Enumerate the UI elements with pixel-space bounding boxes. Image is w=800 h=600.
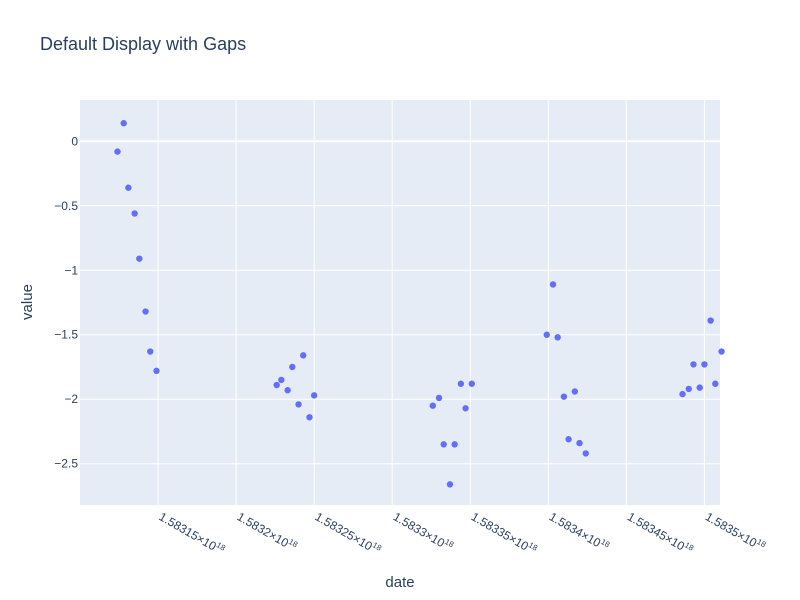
y-tick-label: −1.5	[54, 328, 78, 342]
data-point[interactable]	[136, 255, 143, 262]
y-tick-label: −0.5	[54, 199, 78, 213]
data-point[interactable]	[685, 385, 692, 393]
data-point[interactable]	[446, 481, 454, 488]
y-tick-label: 0	[71, 134, 78, 148]
data-point[interactable]	[451, 441, 458, 448]
data-point[interactable]	[696, 384, 703, 391]
data-point[interactable]	[462, 405, 469, 412]
data-point[interactable]	[565, 436, 572, 443]
data-point[interactable]	[131, 210, 138, 217]
data-point[interactable]	[278, 376, 285, 384]
x-tick-label: 1.58315×1018	[157, 509, 228, 559]
data-point[interactable]	[582, 450, 589, 457]
data-point[interactable]	[549, 281, 557, 288]
data-point[interactable]	[576, 439, 583, 447]
data-point[interactable]	[153, 367, 160, 375]
data-point[interactable]	[707, 317, 714, 324]
grid-lines	[80, 100, 720, 505]
x-tick-label: 1.5835×1018	[703, 509, 768, 555]
data-point[interactable]	[457, 380, 465, 387]
plot-area	[80, 100, 720, 505]
x-tick-labels: 1.58315×1018 1.5832×1018 1.58325×1018 1.583…	[157, 509, 768, 559]
data-point[interactable]	[571, 388, 579, 395]
data-point[interactable]	[679, 390, 686, 398]
x-tick-label: 1.58335×1018	[469, 509, 540, 559]
data-point[interactable]	[718, 348, 725, 355]
data-point[interactable]	[560, 393, 568, 400]
y-axis-title: value	[19, 284, 36, 320]
data-point[interactable]	[284, 387, 291, 394]
data-point[interactable]	[120, 120, 127, 127]
data-point[interactable]	[125, 184, 132, 191]
data-point[interactable]	[310, 392, 318, 399]
y-tick-label: −2.5	[54, 457, 78, 471]
data-point[interactable]	[142, 308, 149, 315]
data-point[interactable]	[468, 380, 476, 387]
y-tick-label: −2	[64, 392, 78, 406]
x-tick-label: 1.5833×1018	[391, 509, 456, 555]
x-axis-title: date	[385, 574, 414, 591]
data-point[interactable]	[147, 348, 154, 355]
data-point[interactable]	[306, 414, 313, 421]
x-tick-label: 1.5832×1018	[235, 509, 300, 555]
data-point[interactable]	[289, 363, 296, 371]
data-point[interactable]	[440, 441, 447, 448]
y-tick-labels: 0 −0.5 −1 −1.5 −2 −2.5	[54, 134, 78, 470]
data-point[interactable]	[690, 361, 697, 368]
data-point[interactable]	[114, 148, 121, 155]
x-tick-label: 1.58345×1018	[625, 509, 696, 559]
data-point[interactable]	[429, 402, 436, 409]
chart-title: Default Display with Gaps	[40, 34, 246, 54]
data-point[interactable]	[295, 401, 302, 408]
data-point[interactable]	[701, 361, 708, 368]
data-point[interactable]	[435, 394, 443, 402]
x-tick-label: 1.5834×1018	[547, 509, 612, 555]
data-point[interactable]	[543, 331, 550, 338]
data-point[interactable]	[712, 380, 719, 387]
data-point[interactable]	[273, 381, 280, 389]
data-points	[114, 120, 725, 488]
data-point[interactable]	[300, 352, 307, 359]
y-tick-label: −1	[64, 263, 78, 277]
data-point[interactable]	[554, 334, 561, 341]
x-tick-label: 1.58325×1018	[313, 509, 384, 559]
